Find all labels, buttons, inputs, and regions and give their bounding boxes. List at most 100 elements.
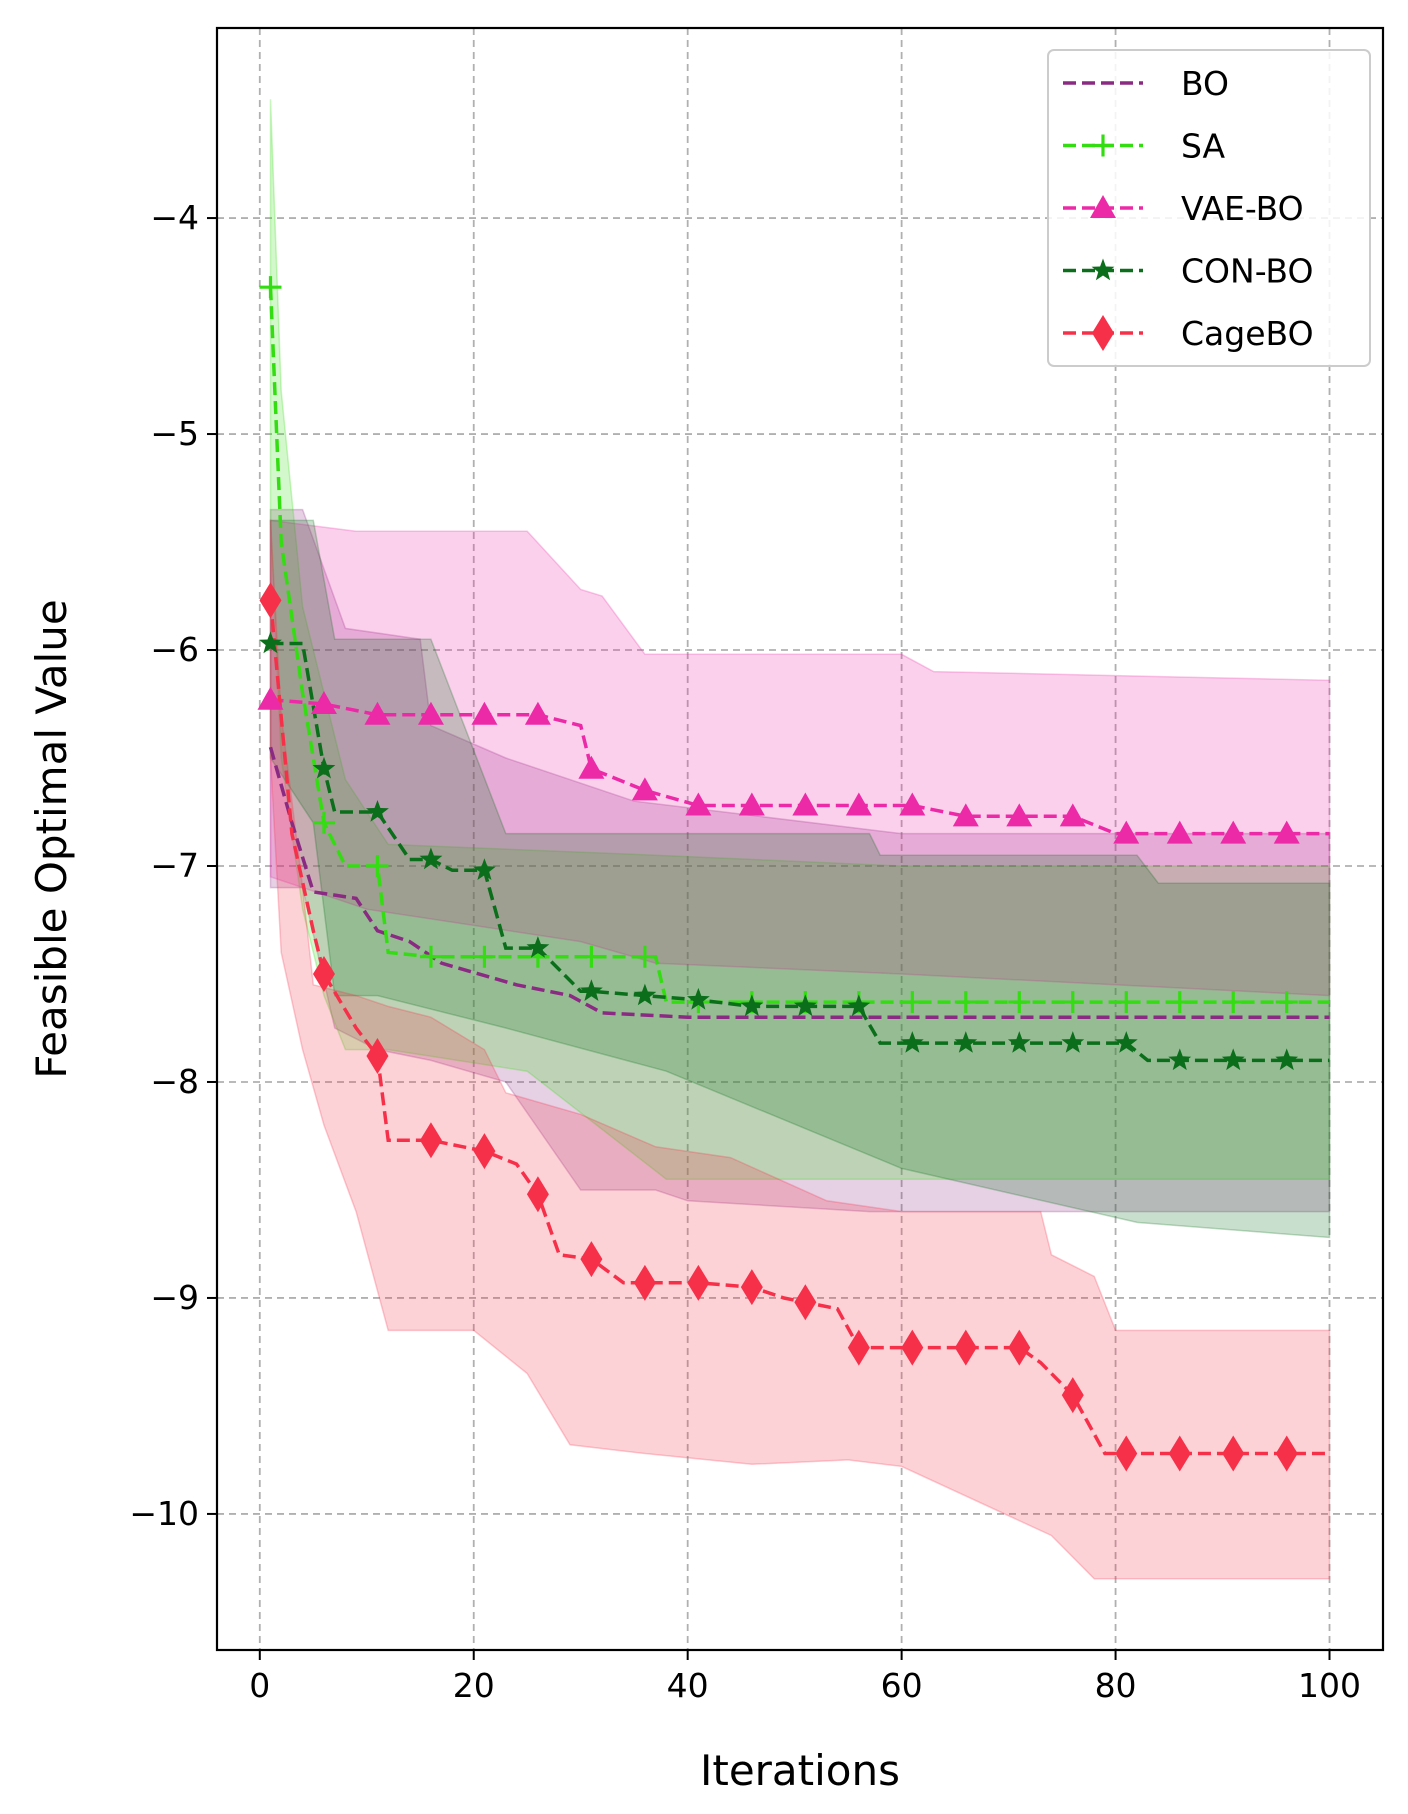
x-tick-label: 20 (453, 1666, 495, 1705)
legend-marker-vae-bo (1090, 195, 1116, 218)
legend-marker-cagebo (1092, 315, 1114, 351)
vae-bo-point (792, 792, 819, 816)
vae-bo-point (364, 701, 391, 725)
sa-line (268, 287, 1330, 1004)
bo-band (269, 508, 1331, 1213)
legend-label-cagebo: CageBO (1181, 314, 1314, 353)
con-bo-point (259, 631, 282, 654)
vae-bo-point (310, 691, 337, 715)
cagebo-point (526, 1176, 549, 1213)
cagebo-band (269, 520, 1331, 1580)
vae-bo-point (845, 792, 872, 816)
vae-bo-point (1220, 820, 1247, 844)
vae-bo-point (1006, 803, 1033, 827)
sa-point (259, 276, 282, 299)
cagebo-point (954, 1329, 977, 1366)
x-tick-label: 0 (249, 1666, 270, 1705)
sa-point (473, 945, 496, 968)
cagebo-point (1008, 1329, 1031, 1366)
cagebo-point (1222, 1435, 1245, 1472)
con-bo-point (633, 983, 657, 1006)
legend-label-bo: BO (1181, 64, 1229, 103)
legend-label-con-bo: CON-BO (1181, 252, 1313, 291)
con-bo-point (1168, 1048, 1192, 1071)
sa-point (1008, 991, 1031, 1014)
cagebo-point (1115, 1435, 1138, 1472)
vae-bo-point (1166, 820, 1193, 844)
vae-bo-point (1113, 820, 1140, 844)
x-tick-label: 80 (1095, 1666, 1137, 1705)
con-bo-point (419, 847, 443, 870)
cagebo-point (473, 1133, 496, 1170)
vae-bo-point (1059, 803, 1086, 827)
plot-frame (215, 26, 1385, 1652)
legend-label-vae-bo: VAE-BO (1181, 189, 1304, 228)
x-tick-label: 40 (667, 1666, 709, 1705)
cagebo-point (1168, 1435, 1191, 1472)
cagebo-point (580, 1241, 603, 1278)
con-bo-point (687, 987, 710, 1010)
cagebo-point (1275, 1435, 1298, 1472)
vae-bo-point (899, 792, 926, 816)
sa-point (580, 945, 603, 968)
con-bo-point (1007, 1031, 1031, 1053)
sa-point (901, 991, 924, 1014)
con-bo-point (473, 858, 496, 880)
cagebo-point (687, 1264, 710, 1301)
legend-box (1047, 49, 1371, 367)
con-bo-point (954, 1031, 978, 1053)
con-bo-point (1221, 1048, 1245, 1071)
con-bo-point (580, 979, 603, 1001)
cagebo-point (419, 1122, 442, 1159)
con-bo-point (847, 994, 871, 1017)
cagebo-point (794, 1284, 817, 1321)
sa-point (1168, 991, 1191, 1014)
vae-bo-point (471, 701, 498, 725)
x-tick-label: 100 (1298, 1666, 1361, 1705)
cagebo-point (312, 955, 335, 992)
vae-bo-point (685, 792, 712, 816)
y-tick-label: −6 (150, 630, 199, 669)
vae-bo-point (524, 701, 551, 725)
vae-bo-band (269, 519, 1331, 997)
con-bo-point (1275, 1048, 1299, 1071)
cagebo-point (259, 582, 282, 619)
con-bo-point (312, 756, 336, 779)
y-axis-label: Feasible Optimal Value (27, 599, 76, 1078)
sa-point (1222, 991, 1245, 1014)
sa-point (633, 945, 656, 968)
con-bo-point (793, 994, 817, 1017)
y-tick-label: −8 (150, 1062, 199, 1101)
cagebo-point (1061, 1377, 1084, 1414)
sa-point (954, 991, 977, 1014)
y-tick-label: −9 (150, 1278, 199, 1317)
y-tick-label: −4 (150, 198, 199, 237)
con-bo-point (1061, 1031, 1085, 1053)
con-bo-point (526, 936, 550, 958)
axis-ticks: 0 20 40 60 80 100 −4 −5 −6 −7 −8 −9 −10 (129, 198, 1361, 1705)
sa-point (312, 811, 335, 834)
vae-bo-point (952, 803, 979, 827)
y-tick-label: −10 (129, 1494, 199, 1533)
con-bo-point (900, 1031, 924, 1053)
sa-point (1061, 991, 1084, 1014)
vae-bo-point (417, 701, 444, 725)
bo-line (268, 746, 1330, 1019)
vae-bo-point (1273, 820, 1300, 844)
y-tick-label: −7 (150, 846, 199, 885)
vae-bo-point (257, 686, 284, 710)
vae-bo-point (578, 755, 605, 779)
x-tick-label: 60 (881, 1666, 923, 1705)
y-tick-label: −5 (150, 414, 199, 453)
series-markers (257, 276, 1300, 1472)
con-bo-point (1114, 1031, 1138, 1053)
legend-marker-sa (1092, 134, 1114, 157)
sa-point (1275, 991, 1298, 1014)
legend-marker-con-bo (1091, 258, 1115, 281)
cagebo-point (740, 1269, 763, 1306)
legend: BO SA VAE-BO CON-BO CageBO (1047, 49, 1371, 367)
sa-point (419, 945, 442, 968)
cagebo-point (847, 1329, 870, 1366)
grid (217, 28, 1383, 1650)
